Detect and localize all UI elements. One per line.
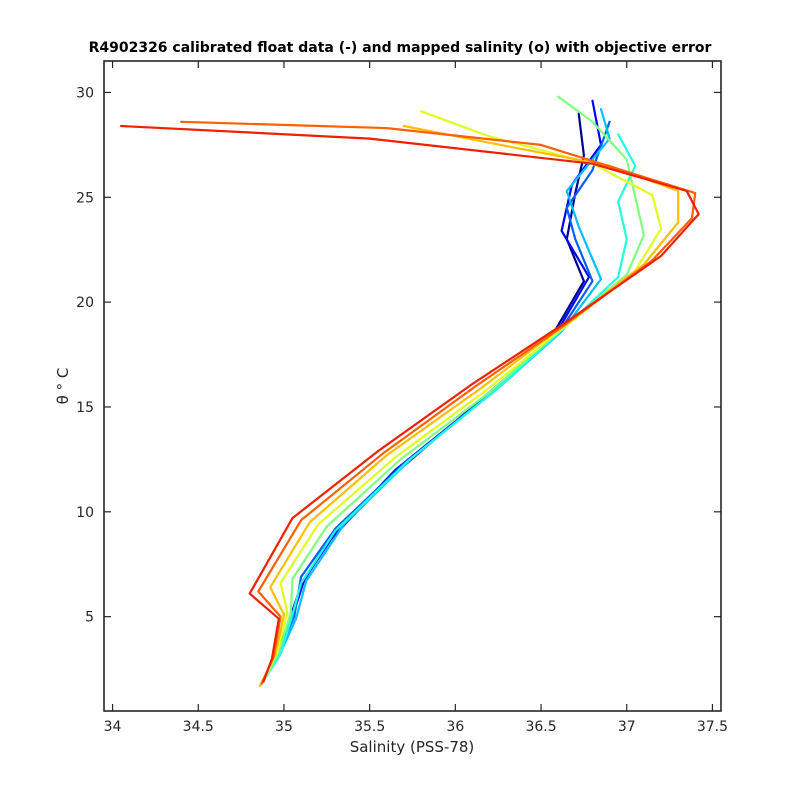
profile-line-9 — [180, 120, 697, 685]
x-tick-label-1: 34 — [104, 719, 122, 735]
y-tick-label-4: 20 — [76, 295, 94, 311]
y-axis-label: θ ° C — [54, 368, 72, 405]
profile-line-10 — [119, 124, 700, 683]
profile-line-5 — [260, 133, 637, 685]
x-tick-label-4: 35.5 — [354, 719, 385, 735]
x-axis-label: Salinity (PSS-78) — [350, 738, 475, 756]
data-series-group — [119, 95, 700, 687]
y-tick-label-2: 10 — [76, 505, 94, 521]
profile-line-6 — [262, 95, 646, 683]
chart-title: R4902326 calibrated float data (-) and m… — [89, 40, 712, 56]
y-tick-label-6: 30 — [76, 85, 94, 101]
x-tick-label-8: 37.5 — [697, 719, 728, 735]
plot-area — [103, 60, 722, 712]
y-tick-label-3: 15 — [76, 400, 94, 416]
x-tick-label-3: 35 — [275, 719, 293, 735]
y-tick-label-5: 25 — [76, 190, 94, 206]
x-tick-label-7: 37 — [618, 719, 636, 735]
y-axis: 5 10 15 20 25 30 — [76, 85, 721, 626]
x-tick-label-2: 34.5 — [183, 719, 214, 735]
y-tick-label-1: 5 — [85, 610, 94, 626]
x-axis: 34 34.5 35 35.5 36 36.5 37 37.5 — [104, 61, 728, 735]
profile-line-7 — [260, 110, 663, 685]
x-tick-label-5: 36 — [446, 719, 464, 735]
x-tick-label-6: 36.5 — [525, 719, 556, 735]
